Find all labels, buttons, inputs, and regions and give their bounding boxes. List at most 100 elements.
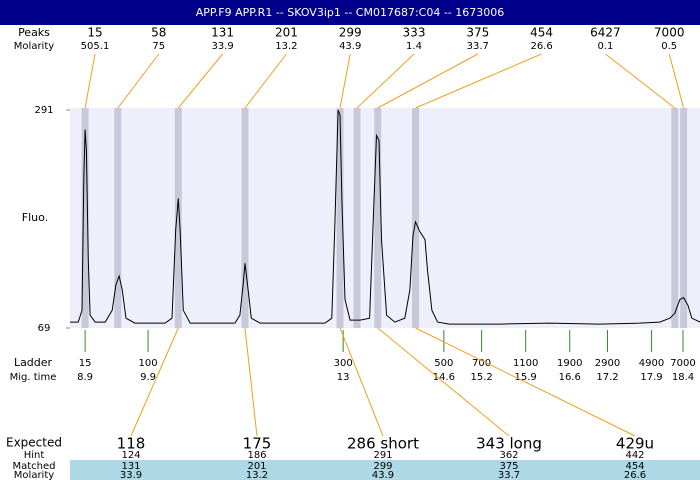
matched-value: 299 bbox=[373, 461, 392, 472]
ladder-size: 15 bbox=[79, 358, 92, 369]
hint-value: 362 bbox=[499, 450, 518, 461]
peak-molarity: 33.9 bbox=[211, 41, 233, 52]
peak-band bbox=[336, 108, 344, 328]
peak-band bbox=[353, 108, 361, 328]
expected-connector bbox=[377, 327, 510, 437]
peak-size: 6427 bbox=[590, 26, 621, 40]
expected-connector bbox=[339, 327, 384, 437]
ladder-size: 4900 bbox=[639, 358, 664, 369]
peak-connector bbox=[117, 53, 160, 109]
peak-size: 454 bbox=[530, 26, 553, 40]
peak-band bbox=[114, 108, 122, 328]
peak-connector bbox=[84, 53, 96, 109]
expected-label: Expected bbox=[6, 436, 62, 450]
peak-size: 58 bbox=[151, 26, 166, 40]
matched-band bbox=[70, 460, 700, 480]
peak-size: 15 bbox=[87, 26, 102, 40]
ladder-size: 300 bbox=[334, 358, 353, 369]
peak-molarity: 0.5 bbox=[661, 41, 677, 52]
expected-value: 343 long bbox=[476, 435, 542, 453]
peak-band bbox=[680, 108, 688, 328]
header-bar bbox=[0, 0, 700, 25]
peak-size: 131 bbox=[211, 26, 234, 40]
peak-connector bbox=[605, 53, 676, 109]
peak-connector bbox=[177, 53, 223, 109]
matched-label: Matched bbox=[12, 461, 55, 472]
peak-size: 375 bbox=[466, 26, 489, 40]
ladder-time-label: Mig. time bbox=[10, 372, 57, 383]
peak-band bbox=[671, 108, 679, 328]
peak-connector bbox=[415, 53, 542, 109]
molarity-label: Molarity bbox=[14, 470, 54, 480]
peaks-label: Peaks bbox=[18, 26, 50, 39]
matched-value: 201 bbox=[247, 461, 266, 472]
peak-band bbox=[81, 108, 89, 328]
ladder-time: 9.9 bbox=[140, 372, 156, 383]
peak-molarity: 75 bbox=[152, 41, 165, 52]
peak-size: 333 bbox=[403, 26, 426, 40]
molarity-value: 26.6 bbox=[624, 470, 646, 480]
ladder-time: 18.4 bbox=[672, 372, 694, 383]
trace bbox=[70, 109, 700, 325]
hint-value: 124 bbox=[121, 450, 140, 461]
peak-molarity: 33.7 bbox=[467, 41, 489, 52]
peak-connector bbox=[356, 53, 415, 109]
ladder-size: 2900 bbox=[595, 358, 620, 369]
ladder-label: Ladder bbox=[14, 356, 53, 369]
y-tick-label: 291 bbox=[34, 105, 53, 116]
chart-title: APP.F9 APP.R1 -- SKOV3ip1 -- CM017687:C0… bbox=[196, 6, 505, 19]
expected-value: 286 short bbox=[347, 435, 419, 453]
peak-band bbox=[174, 108, 182, 328]
peaks-molarity-label: Molarity bbox=[14, 41, 54, 52]
molarity-value: 13.2 bbox=[246, 470, 268, 480]
expected-connector bbox=[130, 327, 179, 437]
ladder-time: 8.9 bbox=[77, 372, 93, 383]
y-tick-label: 69 bbox=[38, 323, 51, 334]
expected-value: 118 bbox=[117, 435, 146, 453]
ladder-size: 700 bbox=[472, 358, 491, 369]
molarity-value: 33.9 bbox=[120, 470, 142, 480]
peak-molarity: 1.4 bbox=[406, 41, 422, 52]
peak-size: 201 bbox=[275, 26, 298, 40]
peak-band bbox=[374, 108, 382, 328]
molarity-value: 43.9 bbox=[372, 470, 394, 480]
peak-molarity: 43.9 bbox=[339, 41, 361, 52]
ladder-size: 1900 bbox=[557, 358, 582, 369]
matched-value: 454 bbox=[625, 461, 644, 472]
y-axis-label: Fluo. bbox=[22, 211, 48, 224]
hint-value: 291 bbox=[373, 450, 392, 461]
expected-connector bbox=[244, 327, 258, 437]
expected-connector bbox=[415, 327, 636, 437]
peak-connector bbox=[339, 53, 351, 109]
ladder-time: 17.2 bbox=[596, 372, 618, 383]
peak-band bbox=[241, 108, 249, 328]
molarity-value: 33.7 bbox=[498, 470, 520, 480]
peak-molarity: 0.1 bbox=[597, 41, 613, 52]
peak-connector bbox=[244, 53, 287, 109]
peak-connector bbox=[668, 53, 685, 109]
expected-value: 429u bbox=[616, 435, 654, 453]
ladder-time: 13 bbox=[337, 372, 350, 383]
peak-size: 7000 bbox=[654, 26, 685, 40]
ladder-time: 14.6 bbox=[433, 372, 455, 383]
ladder-time: 16.6 bbox=[559, 372, 581, 383]
hint-value: 186 bbox=[247, 450, 266, 461]
expected-value: 175 bbox=[243, 435, 272, 453]
ladder-time: 17.9 bbox=[640, 372, 662, 383]
ladder-size: 500 bbox=[434, 358, 453, 369]
ladder-time: 15.9 bbox=[515, 372, 537, 383]
peak-molarity: 26.6 bbox=[530, 41, 552, 52]
peak-molarity: 505.1 bbox=[81, 41, 110, 52]
ladder-size: 100 bbox=[138, 358, 157, 369]
ladder-size: 1100 bbox=[513, 358, 538, 369]
hint-label: Hint bbox=[24, 450, 45, 461]
peak-band bbox=[412, 108, 420, 328]
matched-value: 375 bbox=[499, 461, 518, 472]
matched-value: 131 bbox=[121, 461, 140, 472]
peak-molarity: 13.2 bbox=[275, 41, 297, 52]
ladder-time: 15.2 bbox=[470, 372, 492, 383]
peak-size: 299 bbox=[339, 26, 362, 40]
ladder-size: 7000 bbox=[670, 358, 695, 369]
peak-connector bbox=[377, 53, 479, 109]
